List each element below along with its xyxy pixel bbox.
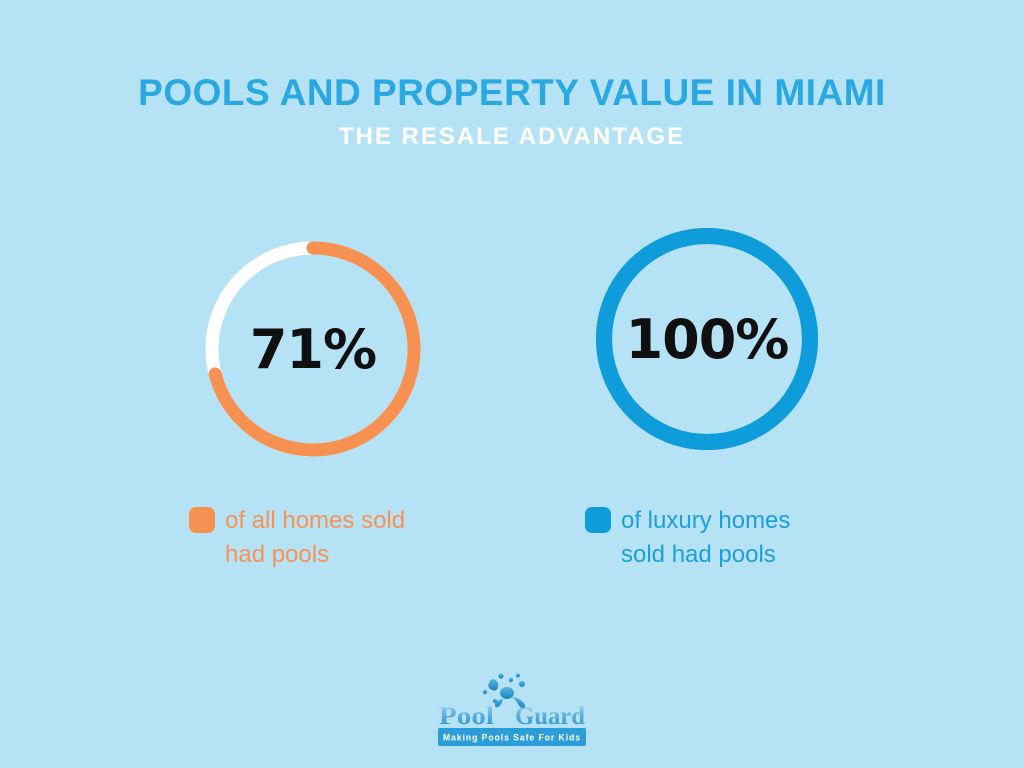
legend-line-1: of luxury homes <box>621 507 791 534</box>
logo-word-pool: Pool <box>439 703 494 730</box>
logo-svg: Pool Guard Making Pools Safe For Kids <box>438 673 586 746</box>
legend-swatch-orange <box>189 507 215 533</box>
page-title: POOLS AND PROPERTY VALUE IN MIAMI <box>138 72 886 113</box>
pool-guard-logo: Pool Guard Making Pools Safe For Kids <box>437 672 587 753</box>
legend-line-2: sold had pools <box>621 541 776 568</box>
donut-ring-svg <box>205 241 421 457</box>
logo-tagline: Making Pools Safe For Kids <box>443 733 581 743</box>
legend-line-1: of all homes sold <box>225 507 406 534</box>
donut-arc <box>596 228 818 450</box>
donut-chart-all-homes: 71% <box>205 241 421 457</box>
legend-text-luxury-homes: of luxury homes sold had pools <box>621 504 790 572</box>
donut-ring-svg <box>596 228 818 450</box>
legend-swatch-blue <box>585 507 611 533</box>
donut-chart-luxury-homes: 100% <box>596 228 818 450</box>
donut-arc <box>205 241 421 457</box>
percent-label-luxury-homes: 100% <box>625 307 790 371</box>
legend-text-all-homes: of all homes sold had pools <box>225 504 405 572</box>
legend-line-2: had pools <box>225 541 330 568</box>
percent-label-all-homes: 71% <box>249 317 377 381</box>
logo-word-guard: Guard <box>515 703 585 730</box>
legend-luxury-homes: of luxury homes sold had pools <box>585 504 885 572</box>
water-splash-icon <box>482 673 526 708</box>
logo-tagline-banner <box>438 728 586 746</box>
page-subtitle: THE RESALE ADVANTAGE <box>338 123 686 150</box>
legend-all-homes: of all homes sold had pools <box>189 504 489 572</box>
